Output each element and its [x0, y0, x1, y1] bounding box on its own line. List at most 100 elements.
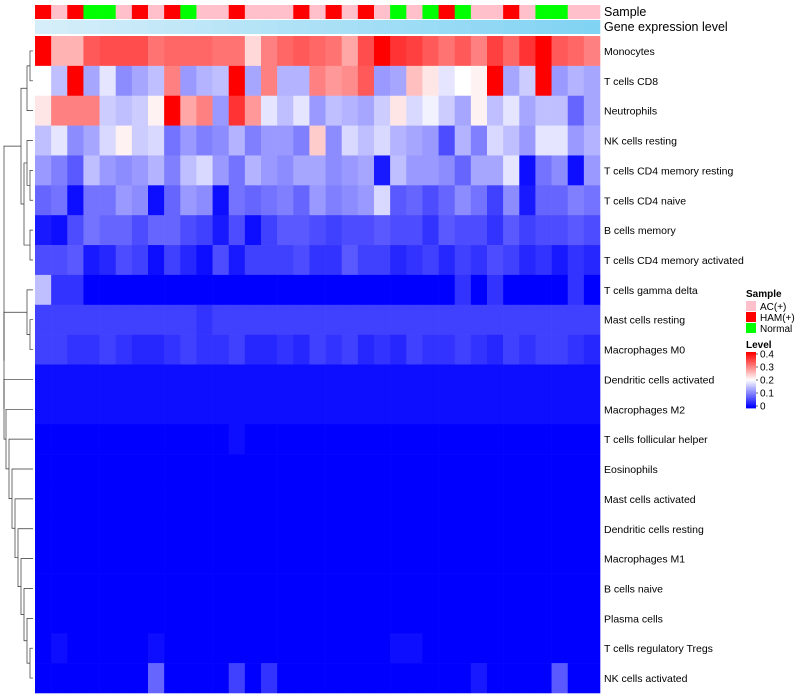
heatmap-cell: [325, 424, 343, 455]
heatmap-cell: [567, 603, 585, 634]
heatmap-cell: [406, 483, 423, 515]
heatmap-cell: [406, 454, 423, 485]
heatmap-cell: [567, 573, 585, 604]
heatmap-cell: [567, 513, 585, 544]
heatmap-cell: [83, 65, 100, 97]
heatmap-cell: [422, 454, 439, 485]
heatmap-cell: [115, 274, 133, 306]
heatmap-cell: [357, 603, 375, 634]
heatmap-cell: [293, 125, 310, 156]
heatmap-cell: [35, 125, 52, 156]
heatmap-cell: [422, 185, 439, 216]
level-legend-gradient-step: [746, 373, 756, 375]
heatmap-cell: [519, 573, 536, 604]
heatmap-cell: [567, 394, 585, 425]
gene-expression-annotation-cell: [261, 20, 278, 34]
heatmap-cell: [148, 274, 165, 306]
sample-annotation-cell: [583, 5, 601, 19]
heatmap-cell: [180, 334, 197, 365]
heatmap-cell: [551, 394, 569, 425]
heatmap-cell: [180, 95, 197, 126]
heatmap-cell: [341, 245, 359, 276]
level-legend-gradient-step: [746, 366, 756, 368]
heatmap-cell: [438, 334, 456, 365]
heatmap-cell: [277, 603, 294, 634]
heatmap-cell: [551, 125, 569, 156]
dendrogram-branch: [23, 588, 33, 642]
heatmap-cell: [406, 334, 423, 365]
heatmap-cell: [567, 454, 585, 485]
heatmap-cell: [309, 36, 326, 67]
sample-annotation-cell: [374, 5, 391, 19]
heatmap-cell: [567, 155, 585, 186]
heatmap-cell: [487, 573, 504, 604]
row-label: NK cells resting: [604, 136, 677, 148]
heatmap-cell: [277, 125, 294, 156]
row-label: Macrophages M2: [604, 404, 685, 416]
heatmap-cell: [583, 245, 601, 276]
heatmap-cell: [519, 454, 536, 485]
heatmap-cell: [519, 364, 536, 395]
heatmap-cell: [583, 215, 601, 246]
heatmap-cell: [115, 364, 133, 395]
heatmap-cell: [503, 633, 520, 664]
heatmap-cell: [438, 304, 456, 335]
heatmap-cell: [357, 274, 375, 306]
heatmap-cell: [357, 245, 375, 276]
gene-expression-annotation-cell: [357, 20, 375, 34]
sample-legend-label: HAM(+): [760, 313, 795, 324]
heatmap-cell: [212, 603, 230, 634]
heatmap-cell: [438, 245, 456, 276]
heatmap-cell: [196, 215, 213, 246]
heatmap-cell: [148, 65, 165, 97]
heatmap-cell: [551, 155, 569, 186]
row-label: Neutrophils: [604, 106, 657, 118]
heatmap-cell: [487, 125, 504, 156]
heatmap-cell: [454, 274, 472, 306]
heatmap-cell: [325, 185, 343, 216]
sample-legend-title: Sample: [746, 289, 782, 300]
heatmap-cell: [341, 424, 359, 455]
heatmap-cell: [341, 334, 359, 365]
heatmap-cell: [83, 483, 100, 515]
heatmap-cell: [67, 185, 84, 216]
heatmap-cell: [438, 95, 456, 126]
heatmap-cell: [325, 483, 343, 515]
heatmap-cell: [583, 394, 601, 425]
sample-annotation-bar: [35, 5, 601, 19]
level-legend-gradient-step: [746, 360, 756, 363]
heatmap-cell: [309, 304, 326, 335]
heatmap-cell: [115, 155, 133, 186]
heatmap-cell: [551, 633, 569, 664]
row-label: T cells CD4 naive: [604, 195, 686, 207]
heatmap-cell: [99, 334, 117, 365]
heatmap-cell: [503, 36, 520, 67]
heatmap-cell: [99, 215, 117, 246]
heatmap-cell: [228, 65, 246, 97]
sample-annotation-cell: [309, 5, 326, 19]
level-legend-gradient-step: [746, 394, 756, 396]
heatmap-cell: [244, 215, 262, 246]
heatmap-cell: [212, 424, 230, 455]
heatmap-cell: [438, 543, 456, 574]
sample-annotation-cell: [180, 5, 197, 19]
heatmap-cell: [535, 364, 552, 395]
heatmap-cell: [148, 483, 165, 515]
gene-expression-annotation-cell: [470, 20, 488, 34]
heatmap-cell: [131, 364, 149, 395]
heatmap-cell: [503, 304, 520, 335]
level-legend-tick-label: 0.4: [760, 350, 774, 361]
heatmap-cell: [519, 65, 536, 97]
heatmap-cell: [35, 245, 52, 276]
heatmap-cell: [503, 95, 520, 126]
heatmap-cell: [180, 454, 197, 485]
heatmap-cell: [357, 65, 375, 97]
row-label: T cells follicular helper: [604, 434, 708, 446]
heatmap-cell: [180, 155, 197, 186]
heatmap-cell: [196, 274, 213, 306]
heatmap-cell: [164, 394, 181, 425]
heatmap-cell: [244, 65, 262, 97]
heatmap-cell: [228, 603, 246, 634]
heatmap-cell: [309, 334, 326, 365]
gene-expression-annotation-cell: [293, 20, 310, 34]
